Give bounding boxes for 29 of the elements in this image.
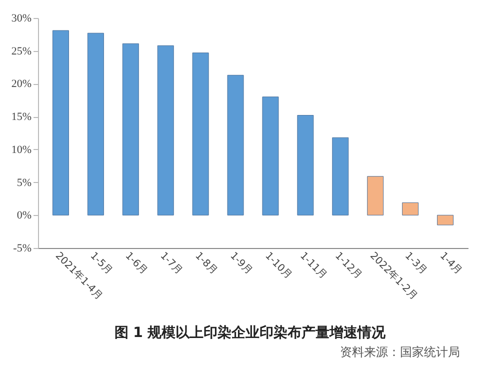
- text: 资料来源：国家统计局: [339, 344, 460, 361]
- x-tick-label: 1-5月: [88, 250, 114, 277]
- y-tick-label: 20%: [11, 78, 32, 90]
- y-tick-label: 10%: [11, 144, 32, 156]
- x-tick-label: 1-7月: [158, 250, 184, 277]
- x-tick-label: 1-6月: [122, 250, 150, 277]
- bar: [262, 96, 279, 216]
- bar: [297, 115, 314, 216]
- y-tick-label: 0%: [16, 210, 32, 222]
- x-tick-label: 1-3月: [402, 250, 429, 277]
- bar: [437, 214, 454, 226]
- x-tick-label: 1-9月: [228, 250, 254, 277]
- bar: [192, 52, 209, 216]
- x-tick-label: 1-8月: [192, 250, 220, 277]
- bar: [332, 137, 349, 216]
- y-tick-label: 15%: [11, 111, 32, 124]
- bar: [367, 176, 384, 216]
- bar: [402, 202, 419, 216]
- y-tick-label: 25%: [11, 45, 32, 58]
- bar: [227, 74, 244, 216]
- x-tick-label: 1-4月: [438, 250, 464, 277]
- bar: [122, 43, 139, 216]
- text: 图 1 规模以上印染企业印染布产量增速情况: [113, 324, 387, 342]
- bar: [87, 32, 104, 216]
- bar: [157, 45, 174, 216]
- y-tick-label: -5%: [13, 242, 32, 254]
- y-tick-label: 30%: [11, 12, 32, 24]
- bar: [52, 30, 69, 216]
- y-tick-label: 5%: [16, 176, 32, 189]
